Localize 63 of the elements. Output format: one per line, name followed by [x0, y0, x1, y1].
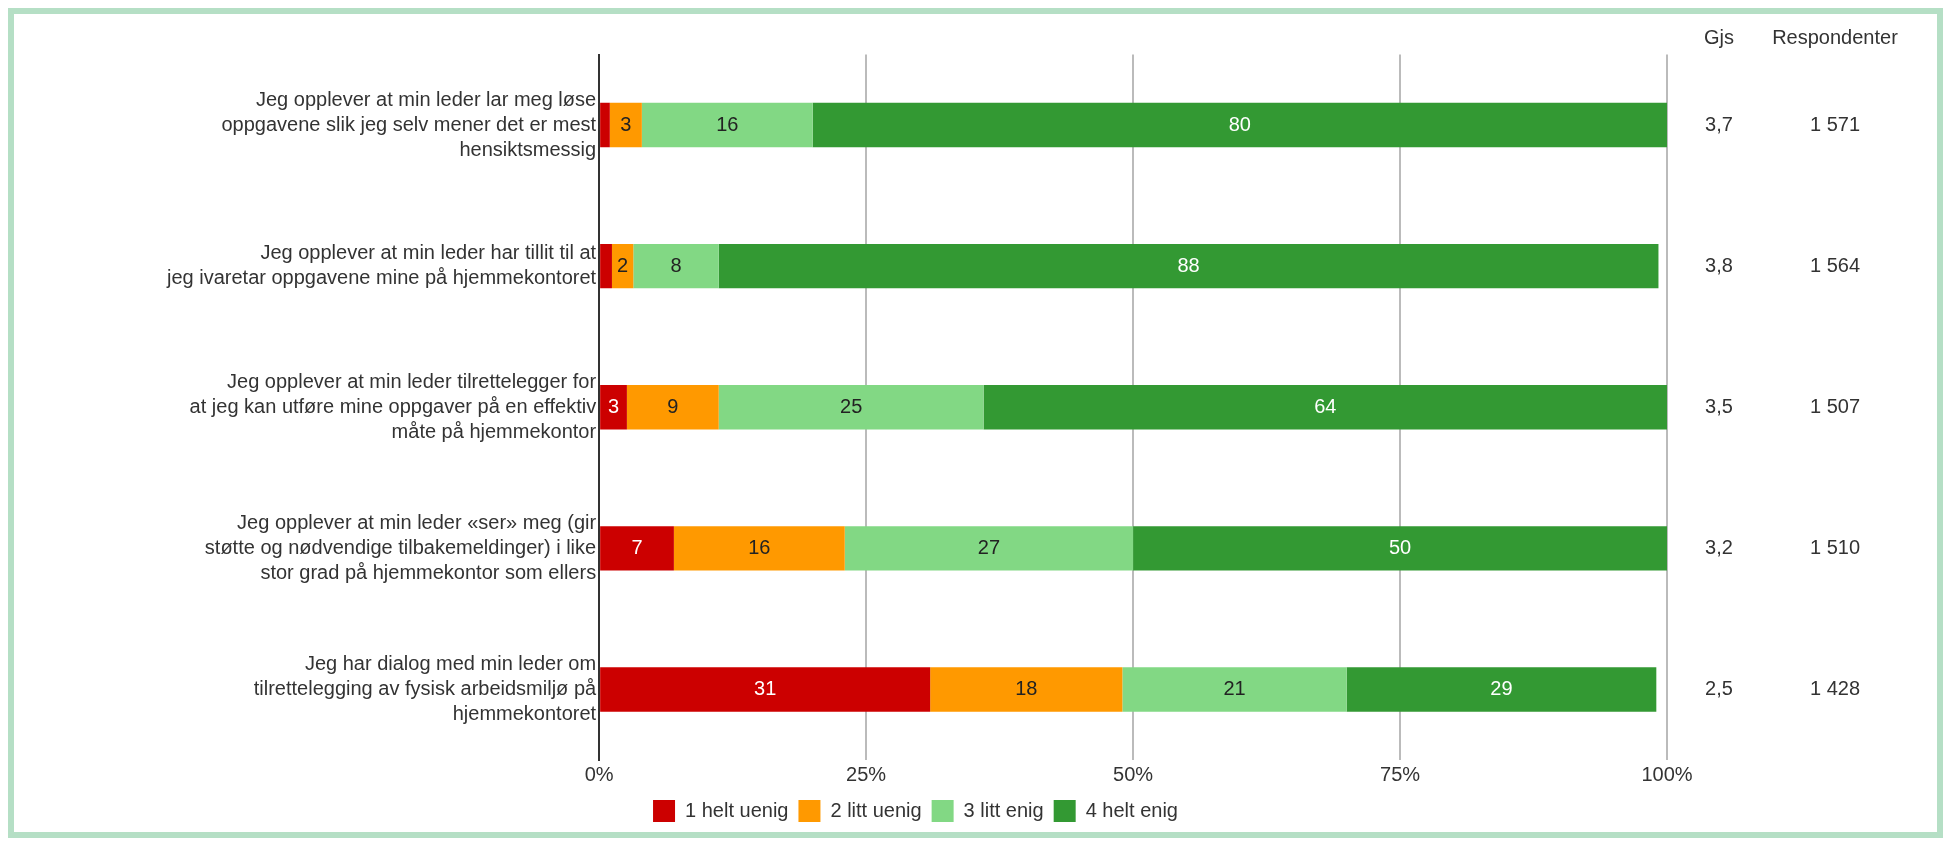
data-label: 3: [607, 394, 620, 417]
data-label: 2: [617, 253, 629, 276]
y-tick-label: Jeg opplever at min leder tilrettelegger for at jeg kan utføre mine oppgaver på en effektiv måte på hjemmekontor: [189, 369, 597, 442]
text: Gjs: [1704, 25, 1734, 48]
bar: [718, 385, 984, 430]
data-label: 64: [1314, 394, 1337, 417]
data-label: 9: [667, 394, 679, 417]
bar: [600, 102, 610, 148]
x-tick-label: 100%: [1641, 762, 1693, 785]
data-label: 29: [1490, 676, 1513, 699]
data-label: 88: [1177, 253, 1200, 276]
bar: [609, 102, 642, 148]
data-label: 21: [1223, 676, 1246, 699]
data-label: 18: [1015, 676, 1038, 699]
text: 3,7: [1705, 112, 1733, 135]
text: 3,5: [1705, 394, 1733, 417]
bar: [600, 385, 627, 430]
bar: [600, 667, 931, 712]
y-tick-label: Jeg har dialog med min leder om tilrettelegging av fysisk arbeidsmiljø på hjemmekontoret: [253, 651, 598, 724]
text: Respondenter: [1772, 25, 1899, 48]
y-tick-label: Jeg opplever at min leder lar meg løse oppgavene slik jeg selv mener det er mest hensiktsmessig: [221, 87, 597, 160]
y-tick-label: Jeg opplever at min leder har tillit til at jeg ivaretar oppgavene mine på hjemmekontoret: [166, 241, 597, 289]
text: 1 571: [1809, 112, 1861, 135]
text: 1 510: [1809, 535, 1861, 558]
bar: [983, 385, 1667, 430]
data-label: 50: [1388, 535, 1412, 558]
bar: [626, 385, 719, 430]
data-label: 16: [748, 535, 771, 558]
x-tick-label: 0%: [584, 762, 614, 785]
text: 1 564: [1809, 253, 1861, 276]
bar: [718, 243, 1659, 289]
bar: [641, 102, 813, 148]
bar: [600, 526, 674, 571]
bar: [1122, 667, 1347, 712]
legend-label: 1 helt uenig: [685, 798, 789, 821]
bar: [812, 102, 1667, 148]
y-tick-label: Jeg opplever at min leder «ser» meg (gir støtte og nødvendige tilbakemeldinger) i like stor grad på hjemmekontor som ellers: [204, 510, 597, 583]
data-label: 3: [620, 112, 632, 135]
text: 3,2: [1705, 535, 1733, 558]
legend-label: 3 litt enig: [963, 798, 1044, 821]
text: 1 428: [1809, 676, 1861, 699]
legend-label: 4 helt enig: [1085, 798, 1178, 821]
bar: [633, 243, 719, 289]
bar: [930, 667, 1123, 712]
text: 3,8: [1705, 253, 1733, 276]
text: 2,5: [1705, 676, 1733, 699]
bar: [600, 243, 612, 289]
data-label: 8: [670, 253, 682, 276]
data-label: 7: [631, 535, 643, 558]
x-tick-label: 25%: [846, 762, 887, 785]
bar: [1133, 526, 1667, 571]
data-label: 25: [840, 394, 863, 417]
data-label: 27: [977, 535, 1001, 558]
bar: [844, 526, 1134, 571]
text: 1 507: [1809, 394, 1861, 417]
x-tick-label: 75%: [1380, 762, 1421, 785]
data-label: 31: [754, 676, 777, 699]
data-label: 16: [716, 112, 739, 135]
bar: [673, 526, 845, 571]
bar: [1346, 667, 1657, 712]
x-tick-label: 50%: [1113, 762, 1154, 785]
data-label: 80: [1228, 112, 1251, 135]
legend-label: 2 litt uenig: [830, 798, 922, 821]
